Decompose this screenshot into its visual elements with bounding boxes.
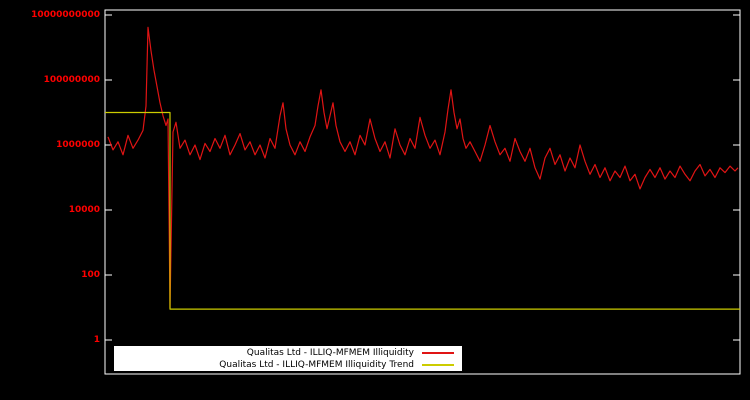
legend-item-illiquidity: Qualitas Ltd - ILLIQ-MFMEM Illiquidity <box>118 347 454 359</box>
series-line-illiquidity <box>107 26 739 309</box>
legend: Qualitas Ltd - ILLIQ-MFMEM Illiquidity Q… <box>113 345 463 372</box>
legend-label: Qualitas Ltd - ILLIQ-MFMEM Illiquidity T… <box>219 359 414 370</box>
y-tick-label: 100000000 <box>43 75 100 85</box>
y-tick-label: 100 <box>81 270 100 280</box>
y-tick-label: 10000 <box>68 205 100 215</box>
plot-border <box>104 9 741 375</box>
legend-item-trend: Qualitas Ltd - ILLIQ-MFMEM Illiquidity T… <box>118 359 454 371</box>
y-tick-label: 10000000000 <box>31 10 100 20</box>
y-tick-label: 1 <box>93 335 100 345</box>
legend-line-swatch-yellow <box>422 363 454 366</box>
series-line-trend <box>105 111 740 310</box>
y-tick-label: 1000000 <box>56 140 100 150</box>
legend-label: Qualitas Ltd - ILLIQ-MFMEM Illiquidity <box>246 347 414 358</box>
legend-line-swatch-red <box>422 351 454 354</box>
